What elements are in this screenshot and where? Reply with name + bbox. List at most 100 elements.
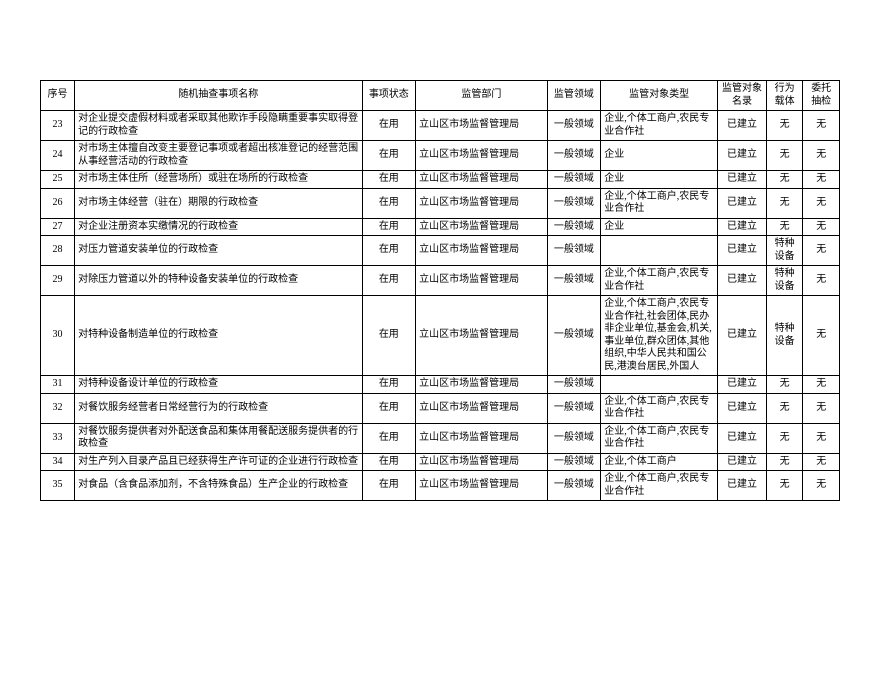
table-cell: 已建立 xyxy=(718,266,767,296)
table-cell: 立山区市场监督管理局 xyxy=(416,471,548,501)
table-cell: 立山区市场监督管理局 xyxy=(416,296,548,376)
inspection-items-table: 序号 随机抽查事项名称 事项状态 监管部门 监管领域 监管对象类型 监管对象名录… xyxy=(40,80,840,501)
table-row: 27对企业注册资本实缴情况的行政检查在用立山区市场监督管理局一般领域企业已建立无… xyxy=(41,218,840,236)
table-cell: 无 xyxy=(766,471,803,501)
table-cell: 立山区市场监督管理局 xyxy=(416,393,548,423)
table-cell: 一般领域 xyxy=(547,111,601,141)
table-cell: 对除压力管道以外的特种设备安装单位的行政检查 xyxy=(75,266,362,296)
table-cell: 一般领域 xyxy=(547,296,601,376)
table-cell: 对食品（含食品添加剂，不含特殊食品）生产企业的行政检查 xyxy=(75,471,362,501)
table-cell: 对压力管道安装单位的行政检查 xyxy=(75,236,362,266)
table-cell: 企业 xyxy=(601,218,718,236)
table-row: 24对市场主体擅自改变主要登记事项或者超出核准登记的经营范围从事经营活动的行政检… xyxy=(41,141,840,171)
table-cell: 企业,个体工商户 xyxy=(601,453,718,471)
table-cell: 29 xyxy=(41,266,75,296)
table-cell: 已建立 xyxy=(718,111,767,141)
table-cell: 在用 xyxy=(362,423,416,453)
col-header-delegate: 委托抽检 xyxy=(803,81,840,111)
col-header-carrier: 行为载体 xyxy=(766,81,803,111)
table-cell: 无 xyxy=(766,188,803,218)
table-cell: 企业,个体工商户,农民专业合作社 xyxy=(601,393,718,423)
table-cell: 在用 xyxy=(362,393,416,423)
table-cell: 无 xyxy=(803,423,840,453)
table-cell: 立山区市场监督管理局 xyxy=(416,171,548,189)
table-cell: 对特种设备设计单位的行政检查 xyxy=(75,376,362,394)
table-cell: 对企业注册资本实缴情况的行政检查 xyxy=(75,218,362,236)
table-cell: 立山区市场监督管理局 xyxy=(416,218,548,236)
table-cell: 企业,个体工商户,农民专业合作社 xyxy=(601,471,718,501)
table-cell: 在用 xyxy=(362,453,416,471)
table-cell: 在用 xyxy=(362,236,416,266)
table-cell: 无 xyxy=(803,141,840,171)
table-row: 25对市场主体住所（经营场所）或驻在场所的行政检查在用立山区市场监督管理局一般领… xyxy=(41,171,840,189)
table-cell: 无 xyxy=(803,296,840,376)
table-cell: 无 xyxy=(803,266,840,296)
table-cell: 无 xyxy=(766,376,803,394)
table-cell: 已建立 xyxy=(718,141,767,171)
table-cell: 在用 xyxy=(362,218,416,236)
table-cell: 在用 xyxy=(362,471,416,501)
table-cell: 对餐饮服务提供者对外配送食品和集体用餐配送服务提供者的行政检查 xyxy=(75,423,362,453)
table-cell: 在用 xyxy=(362,171,416,189)
table-cell: 对市场主体住所（经营场所）或驻在场所的行政检查 xyxy=(75,171,362,189)
table-cell: 30 xyxy=(41,296,75,376)
table-cell: 33 xyxy=(41,423,75,453)
table-cell: 在用 xyxy=(362,296,416,376)
table-cell: 无 xyxy=(766,218,803,236)
table-cell: 企业,个体工商户,农民专业合作社 xyxy=(601,266,718,296)
table-cell: 一般领域 xyxy=(547,453,601,471)
table-cell: 一般领域 xyxy=(547,236,601,266)
table-cell: 立山区市场监督管理局 xyxy=(416,423,548,453)
table-cell: 24 xyxy=(41,141,75,171)
table-cell: 企业,个体工商户,农民专业合作社 xyxy=(601,188,718,218)
table-cell: 立山区市场监督管理局 xyxy=(416,376,548,394)
table-cell: 企业,个体工商户,农民专业合作社,社会团体,民办非企业单位,基金会,机关,事业单… xyxy=(601,296,718,376)
table-cell: 立山区市场监督管理局 xyxy=(416,266,548,296)
table-cell: 无 xyxy=(766,171,803,189)
table-row: 33对餐饮服务提供者对外配送食品和集体用餐配送服务提供者的行政检查在用立山区市场… xyxy=(41,423,840,453)
table-cell: 对特种设备制造单位的行政检查 xyxy=(75,296,362,376)
table-cell: 在用 xyxy=(362,141,416,171)
table-cell: 立山区市场监督管理局 xyxy=(416,236,548,266)
table-cell: 在用 xyxy=(362,188,416,218)
table-cell: 特种设备 xyxy=(766,296,803,376)
col-header-list: 监管对象名录 xyxy=(718,81,767,111)
table-cell: 一般领域 xyxy=(547,423,601,453)
table-row: 31对特种设备设计单位的行政检查在用立山区市场监督管理局一般领域已建立无无 xyxy=(41,376,840,394)
table-cell: 立山区市场监督管理局 xyxy=(416,188,548,218)
table-cell: 无 xyxy=(766,393,803,423)
table-cell: 企业 xyxy=(601,171,718,189)
table-cell: 31 xyxy=(41,376,75,394)
table-cell: 一般领域 xyxy=(547,188,601,218)
table-cell: 一般领域 xyxy=(547,393,601,423)
table-cell: 对餐饮服务经营者日常经营行为的行政检查 xyxy=(75,393,362,423)
table-cell: 在用 xyxy=(362,376,416,394)
table-cell: 对市场主体经营（驻在）期限的行政检查 xyxy=(75,188,362,218)
table-cell: 已建立 xyxy=(718,471,767,501)
table-cell: 无 xyxy=(803,236,840,266)
table-cell: 已建立 xyxy=(718,296,767,376)
table-cell: 25 xyxy=(41,171,75,189)
table-cell: 一般领域 xyxy=(547,471,601,501)
table-row: 26对市场主体经营（驻在）期限的行政检查在用立山区市场监督管理局一般领域企业,个… xyxy=(41,188,840,218)
table-cell: 已建立 xyxy=(718,376,767,394)
table-cell: 26 xyxy=(41,188,75,218)
table-cell: 无 xyxy=(803,453,840,471)
table-cell: 无 xyxy=(803,393,840,423)
col-header-status: 事项状态 xyxy=(362,81,416,111)
table-cell: 特种设备 xyxy=(766,236,803,266)
table-cell: 一般领域 xyxy=(547,171,601,189)
table-cell: 对企业提交虚假材料或者采取其他欺诈手段隐瞒重要事实取得登记的行政检查 xyxy=(75,111,362,141)
table-cell: 已建立 xyxy=(718,423,767,453)
table-row: 32对餐饮服务经营者日常经营行为的行政检查在用立山区市场监督管理局一般领域企业,… xyxy=(41,393,840,423)
table-cell: 企业,个体工商户,农民专业合作社 xyxy=(601,111,718,141)
table-cell: 已建立 xyxy=(718,171,767,189)
table-cell: 无 xyxy=(803,218,840,236)
table-cell xyxy=(601,236,718,266)
table-cell: 28 xyxy=(41,236,75,266)
table-cell: 立山区市场监督管理局 xyxy=(416,141,548,171)
table-row: 23对企业提交虚假材料或者采取其他欺诈手段隐瞒重要事实取得登记的行政检查在用立山… xyxy=(41,111,840,141)
col-header-objtype: 监管对象类型 xyxy=(601,81,718,111)
table-cell: 一般领域 xyxy=(547,376,601,394)
table-cell: 35 xyxy=(41,471,75,501)
